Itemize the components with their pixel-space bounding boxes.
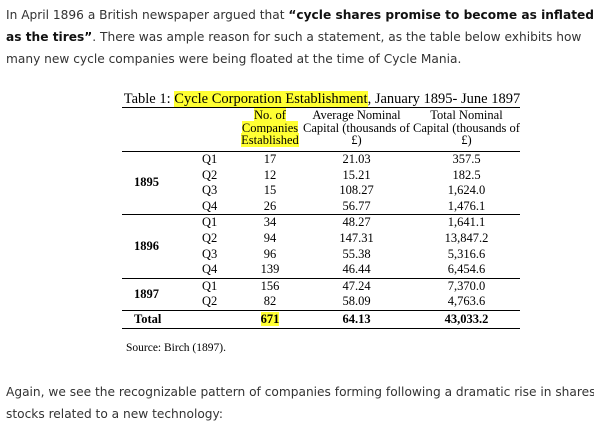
year-cell: 1895 [122, 150, 190, 215]
table-cell: 108.27 [339, 183, 374, 198]
table-cell: 1,641.1 [413, 214, 520, 231]
total-cell: Total [122, 309, 240, 329]
table-cell: 94 [263, 230, 277, 245]
table-cell: 12 [263, 167, 277, 182]
header-cell: Total Nominal Capital (thousands of £) [413, 107, 520, 152]
table-row: 1896 Q1 34 48.27 1,641.1 [122, 214, 520, 279]
table-row: 1895 Q1 17 21.03 357.5 [122, 150, 520, 215]
intro-paragraph: In April 1896 a British newspaper argued… [6, 4, 594, 70]
table-cell: 13,847.2 [444, 230, 489, 245]
title-text: , January 1895- June 1897 [367, 91, 521, 107]
table-cell: 96 [263, 246, 277, 261]
header-cell: No. of Companies Established [240, 107, 300, 152]
table-row: Q2 94 147.31 13,847.2 [122, 231, 520, 247]
year-cell: 1897 [122, 277, 190, 311]
table-cell: Q3 [202, 183, 218, 198]
table-cell: 156 [240, 277, 300, 295]
table-row: Q3 15 108.27 1,624.0 [122, 183, 520, 199]
table-cell: 1,624.0 [447, 183, 486, 198]
intro-quote: “cycle shares promise to become as infla… [6, 8, 594, 44]
year-cell: 1896 [122, 214, 190, 279]
total-row: Total 671 64.13 43,033.2 [122, 309, 520, 329]
table-cell: Q3 [202, 246, 218, 261]
table-cell: 15 [263, 183, 277, 198]
table-cell: 7,370.0 [413, 277, 520, 295]
table-cell: 17 [240, 150, 300, 168]
table-row: 1897 Q1 156 47.24 7,370.0 [122, 277, 520, 311]
table-cell: 139 [260, 262, 280, 277]
table-row: Q4 26 56.77 1,476.1 [122, 199, 520, 215]
title-highlight: Cycle Corporation Establishment [174, 91, 368, 107]
total-text: 671 [260, 311, 280, 326]
header-row: No. of Companies Established Average Nom… [122, 107, 520, 152]
table-cell: 357.5 [413, 150, 520, 168]
title-text: Table 1: [123, 91, 175, 107]
table-row: Q2 12 15.21 182.5 [122, 168, 520, 184]
table-row: Q4 139 46.44 6,454.6 [122, 262, 520, 278]
table-cell: Q1 [190, 150, 240, 168]
table-cell: Q4 [202, 198, 218, 213]
table-cell: 4,763.6 [447, 294, 486, 309]
table-cell: 46.44 [342, 262, 371, 277]
table-cell: 147.31 [339, 230, 374, 245]
table-title: Table 1: Cycle Corporation Establishment… [122, 91, 522, 108]
outro-paragraph: Again, we see the recognizable pattern o… [6, 385, 594, 421]
table-cell: 56.77 [342, 198, 371, 213]
table-cell: 26 [263, 198, 277, 213]
table-cell: 6,454.6 [447, 262, 486, 277]
table-cell: Q4 [202, 262, 218, 277]
table-cell: 5,316.6 [447, 246, 486, 261]
table-cell: Q1 [190, 277, 240, 295]
intro-text: In April 1896 a British newspaper argued… [6, 8, 289, 22]
table-cell: 21.03 [300, 150, 413, 168]
table-cell: 1,476.1 [447, 198, 486, 213]
table-cell: 15.21 [342, 167, 371, 182]
table-row: Q3 96 55.38 5,316.6 [122, 247, 520, 263]
total-text: 43,033.2 [444, 311, 489, 326]
table-source: Source: Birch (1897). [126, 342, 226, 354]
table-cell: 48.27 [300, 214, 413, 231]
table-cell: Q2 [202, 230, 218, 245]
table-cell: Q2 [202, 294, 218, 309]
table-cell: 82 [263, 294, 277, 309]
total-cell: 671 [240, 309, 300, 329]
table-cell: 34 [240, 214, 300, 231]
data-table: No. of Companies Established Average Nom… [122, 107, 520, 329]
table-cell: Q1 [190, 214, 240, 231]
table-cell: 182.5 [452, 167, 481, 182]
total-text: 64.13 [342, 311, 371, 326]
total-cell: 43,033.2 [413, 309, 520, 329]
table-cell: 47.24 [300, 277, 413, 295]
total-cell: 64.13 [300, 309, 413, 329]
header-cell: Average Nominal Capital (thousands of £) [300, 107, 413, 152]
table-cell: Q2 [202, 167, 218, 182]
table-cell: 58.09 [342, 294, 371, 309]
intro-text: . There was ample reason for such a stat… [6, 30, 582, 66]
table-cell: 55.38 [342, 246, 371, 261]
header-text: No. of Companies Established [241, 108, 299, 148]
total-text: Total [134, 311, 162, 326]
table-row: Q2 82 58.09 4,763.6 [122, 294, 520, 310]
